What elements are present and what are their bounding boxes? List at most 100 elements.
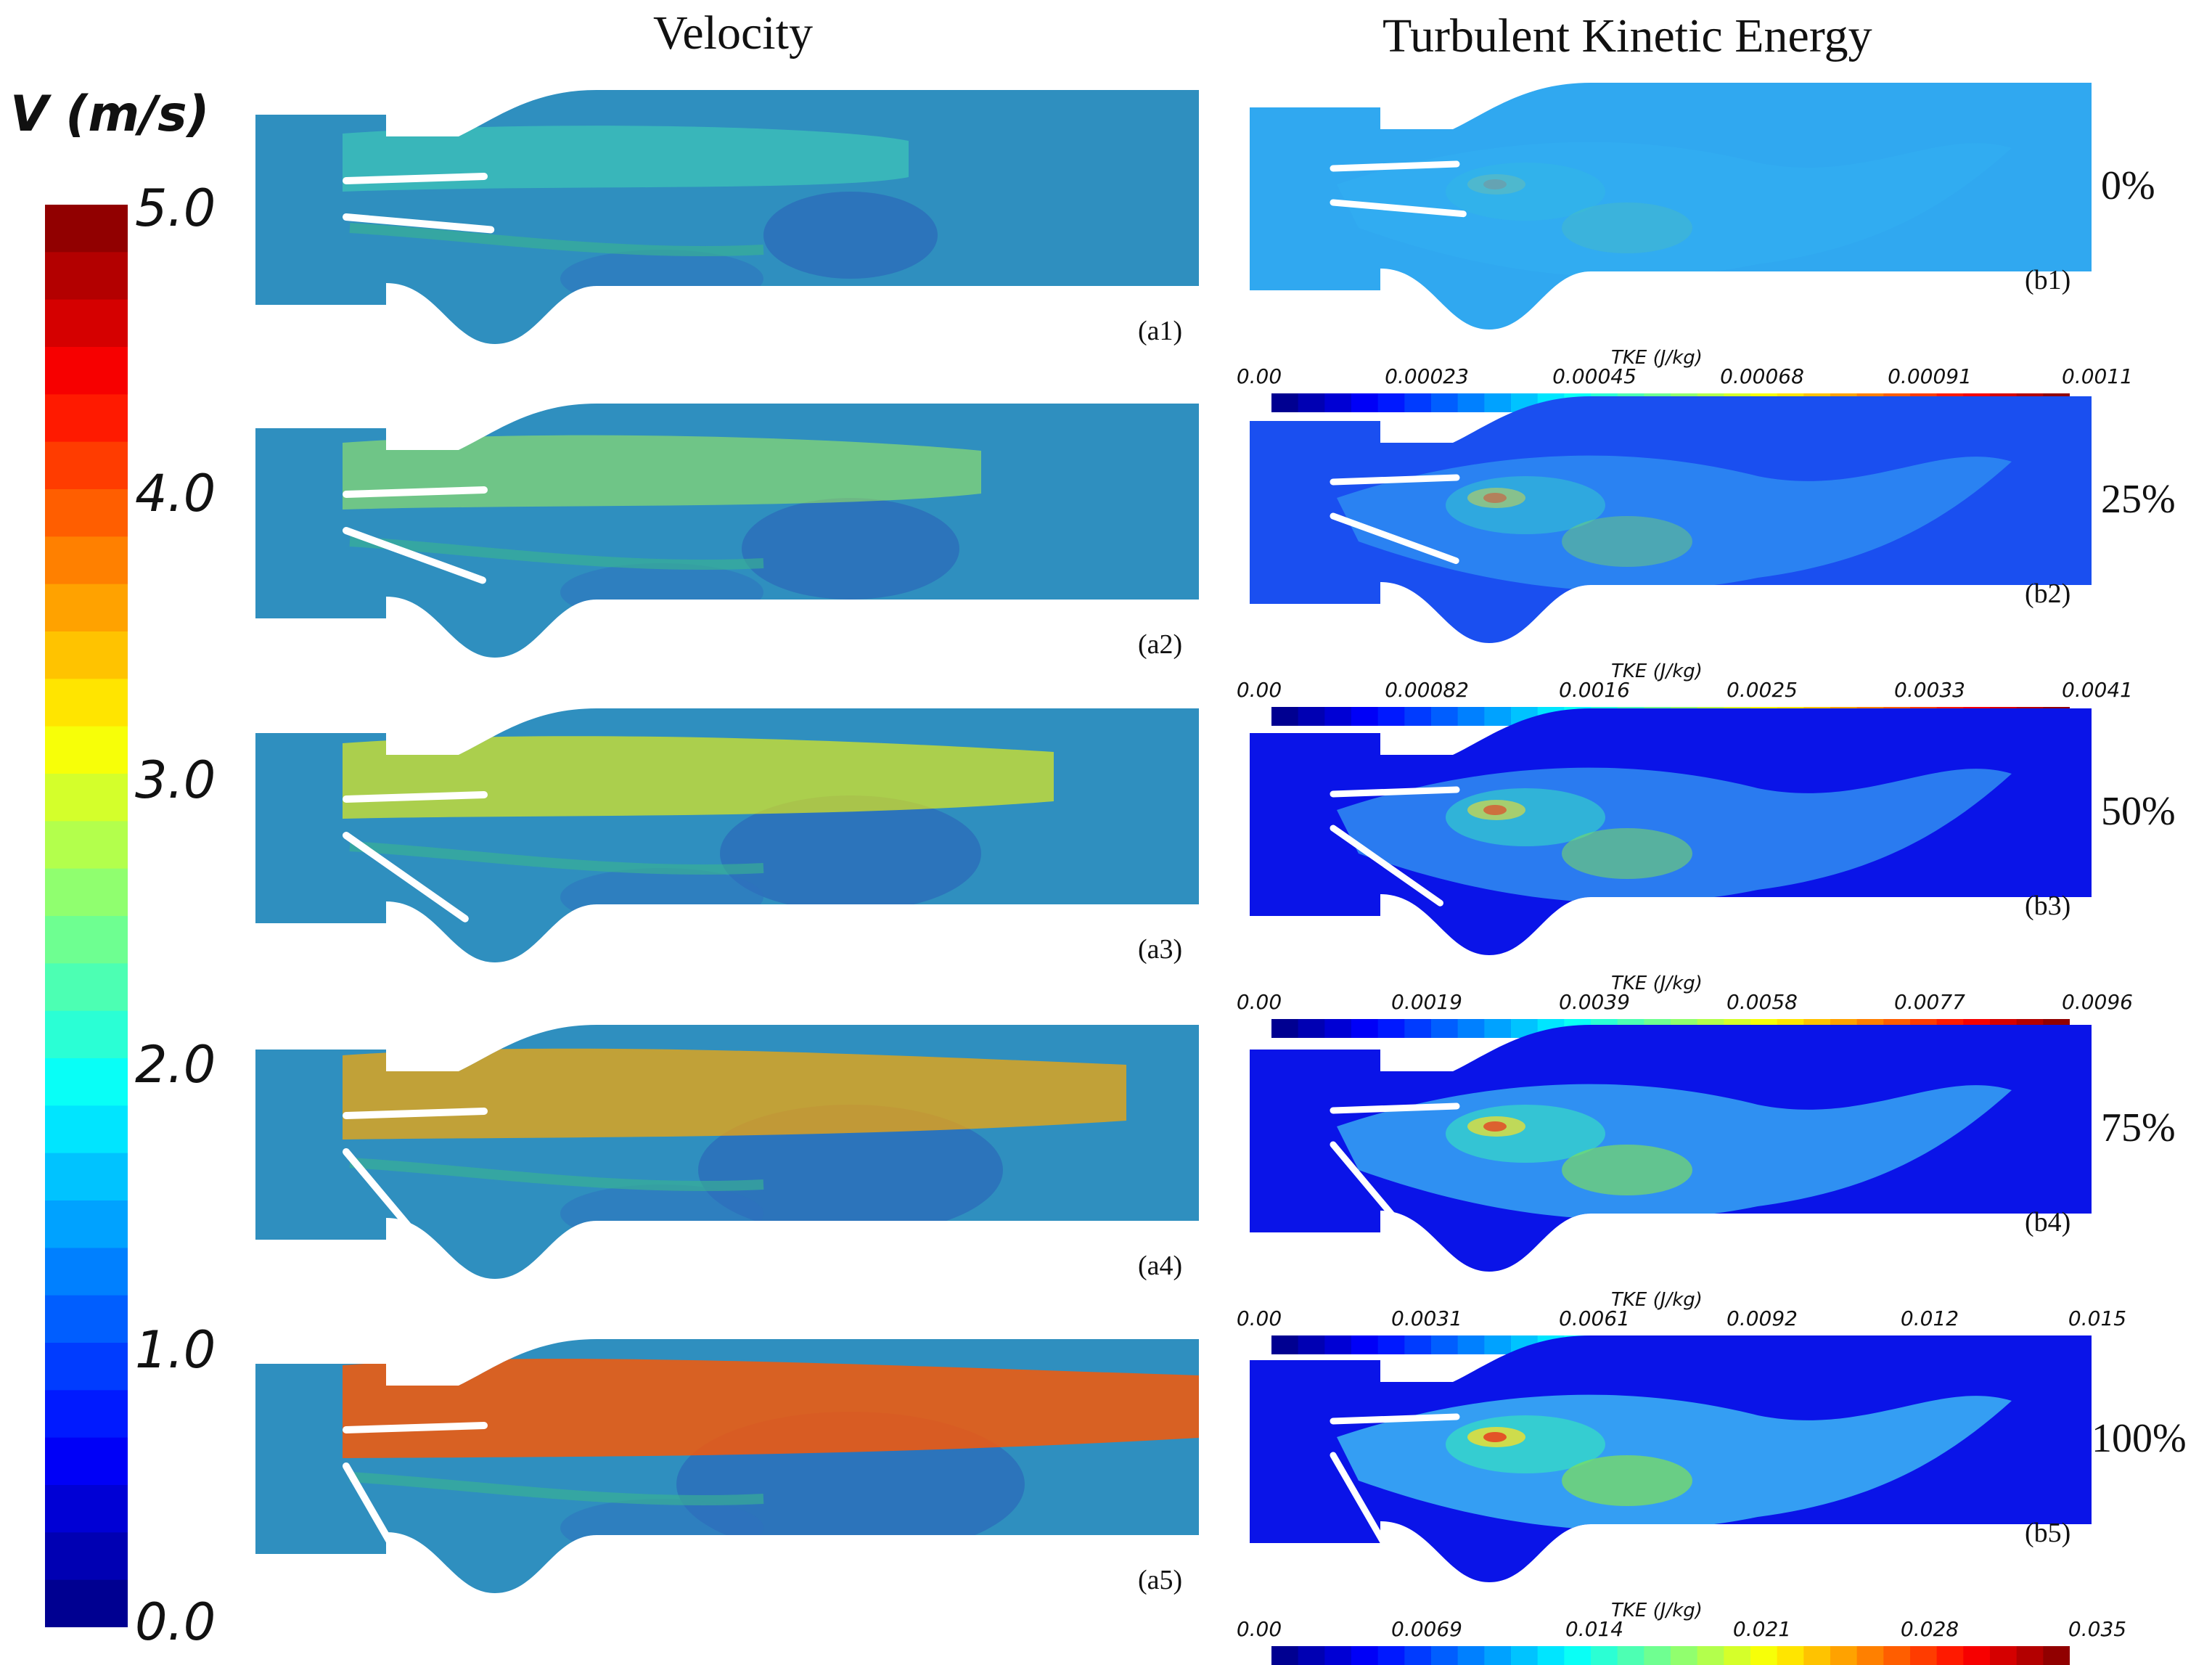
velocity-colorbar-step	[45, 1058, 128, 1107]
tke-colorbar-step	[1431, 707, 1459, 726]
tke-high-region	[1562, 516, 1692, 567]
tke-colorbar-step	[1484, 1019, 1512, 1038]
tke-colorbar-step	[1377, 1335, 1406, 1354]
tke-colorbar-step	[1298, 393, 1326, 412]
tke-colorbar-step	[1484, 707, 1512, 726]
tke-colorbar-step	[1484, 1646, 1512, 1665]
tke-scale-tick: 0.00	[1236, 678, 1282, 702]
gate-opening-label: 0%	[2101, 163, 2155, 208]
tke-colorbar-step	[1271, 1019, 1299, 1038]
velocity-streak	[349, 536, 764, 570]
tke-scale-tick: 0.0061	[1559, 1306, 1630, 1330]
tke-scale-tick: 0.0069	[1391, 1617, 1462, 1641]
tke-colorbar-step	[1351, 1335, 1379, 1354]
tke-scale-tick: 0.0019	[1391, 990, 1462, 1014]
tke-colorbar-step	[1377, 1019, 1406, 1038]
tke-colorbar-step	[1671, 1646, 1698, 1665]
tke-peak	[1467, 174, 1525, 195]
lower-gate-plate	[343, 1148, 443, 1267]
velocity-panel-5	[255, 1339, 1199, 1596]
tke-colorbar-step	[1963, 1646, 1991, 1665]
tke-colorbar-step	[1377, 1646, 1406, 1665]
tke-colorbar-step	[1697, 1646, 1725, 1665]
tke-panel-label: (b4)	[2025, 1207, 2071, 1238]
velocity-colorbar-step	[45, 1248, 128, 1296]
tke-colorbar-step	[1351, 1019, 1379, 1038]
tke-scale-title: TKE (J/kg)	[1611, 660, 1703, 682]
velocity-streak	[349, 223, 764, 256]
tke-colorbar-step	[1324, 393, 1352, 412]
tke-colorbar-step	[1936, 1646, 1965, 1665]
velocity-legend-tick: 5.0	[135, 179, 216, 238]
tke-colorbar-step	[1324, 1335, 1352, 1354]
velocity-jet	[343, 435, 981, 510]
velocity-column-title: Velocity	[653, 7, 813, 60]
tke-peak	[1483, 1121, 1507, 1132]
velocity-colorbar-step	[45, 1343, 128, 1391]
tke-panel-label: (b5)	[2025, 1518, 2071, 1548]
recirculation-region	[720, 795, 981, 912]
velocity-colorbar-step	[45, 774, 128, 822]
tke-colorbar-step	[2043, 1646, 2070, 1665]
velocity-colorbar-step	[45, 489, 128, 538]
tke-scale-title: TKE (J/kg)	[1611, 1600, 1703, 1621]
velocity-colorbar-step	[45, 584, 128, 632]
tke-panel-label: (b3)	[2025, 891, 2071, 921]
velocity-colorbar-step	[45, 299, 128, 348]
velocity-colorbar-step	[45, 916, 128, 965]
lower-gate-plate	[343, 832, 469, 922]
tke-scale-tick: 0.0077	[1894, 990, 1965, 1014]
tke-scale-tick: 0.015	[2068, 1306, 2127, 1330]
velocity-legend-tick: 2.0	[135, 1035, 216, 1095]
tke-colorbar-step	[1404, 1646, 1432, 1665]
tke-high-region	[1562, 1455, 1692, 1506]
velocity-legend-tick: 0.0	[135, 1592, 216, 1652]
tke-scale-tick: 0.028	[1900, 1617, 1959, 1641]
tke-colorbar-step	[1324, 707, 1352, 726]
velocity-panel-label: (a4)	[1138, 1251, 1183, 1281]
tke-colorbar-step	[1856, 1646, 1885, 1665]
tke-panel-label: (b2)	[2025, 578, 2071, 609]
lower-gate-plate	[1330, 512, 1459, 565]
tke-colorbar-step	[1457, 1335, 1486, 1354]
tke-colorbar-step	[1271, 393, 1299, 412]
upper-gate-plate	[343, 1422, 488, 1433]
tke-scale-tick: 0.021	[1732, 1617, 1792, 1641]
upper-gate-plate	[343, 173, 488, 184]
velocity-legend-tick: 1.0	[135, 1320, 216, 1380]
velocity-colorbar-step	[45, 441, 128, 490]
tke-scale-tick: 0.00	[1236, 990, 1282, 1014]
upper-gate-plate	[1330, 160, 1460, 172]
tke-colorbar-step	[1537, 1646, 1565, 1665]
velocity-colorbar-step	[45, 1390, 128, 1439]
tke-scale-tick: 0.00068	[1720, 364, 1804, 388]
tke-colorbar-step	[1750, 1646, 1778, 1665]
lower-gate-plate	[343, 527, 486, 584]
tke-high-region	[1446, 476, 1605, 534]
velocity-colorbar-step	[45, 1200, 128, 1249]
tke-scale-tick: 0.0031	[1391, 1306, 1462, 1330]
velocity-colorbar-step	[45, 394, 128, 443]
gate-opening-label: 75%	[2101, 1105, 2176, 1150]
tke-colorbar-step	[1910, 1646, 1938, 1665]
tke-high-region	[1562, 1145, 1692, 1195]
tke-colorbar-step	[1271, 1335, 1299, 1354]
velocity-colorbar-step	[45, 821, 128, 870]
tke-peak	[1483, 1432, 1507, 1442]
tke-colorbar-step	[1377, 707, 1406, 726]
velocity-colorbar-step	[45, 1579, 128, 1627]
tke-colorbar-step	[1457, 707, 1486, 726]
tke-scale-tick: 0.035	[2068, 1617, 2127, 1641]
velocity-panel-label: (a1)	[1138, 316, 1183, 346]
velocity-panel-label: (a3)	[1138, 934, 1183, 965]
velocity-colorbar-step	[45, 1153, 128, 1201]
tke-peak	[1483, 493, 1507, 503]
tke-scale-tick: 0.00	[1236, 364, 1282, 388]
tke-colorbar-step	[1431, 393, 1459, 412]
tke-scale-tick: 0.0025	[1726, 678, 1798, 702]
tke-panel-label: (b1)	[2025, 265, 2071, 295]
velocity-jet	[343, 1359, 1199, 1458]
upper-gate-plate	[1330, 786, 1460, 798]
tke-panel-5	[1250, 1335, 2092, 1582]
velocity-panel-1	[255, 90, 1199, 344]
